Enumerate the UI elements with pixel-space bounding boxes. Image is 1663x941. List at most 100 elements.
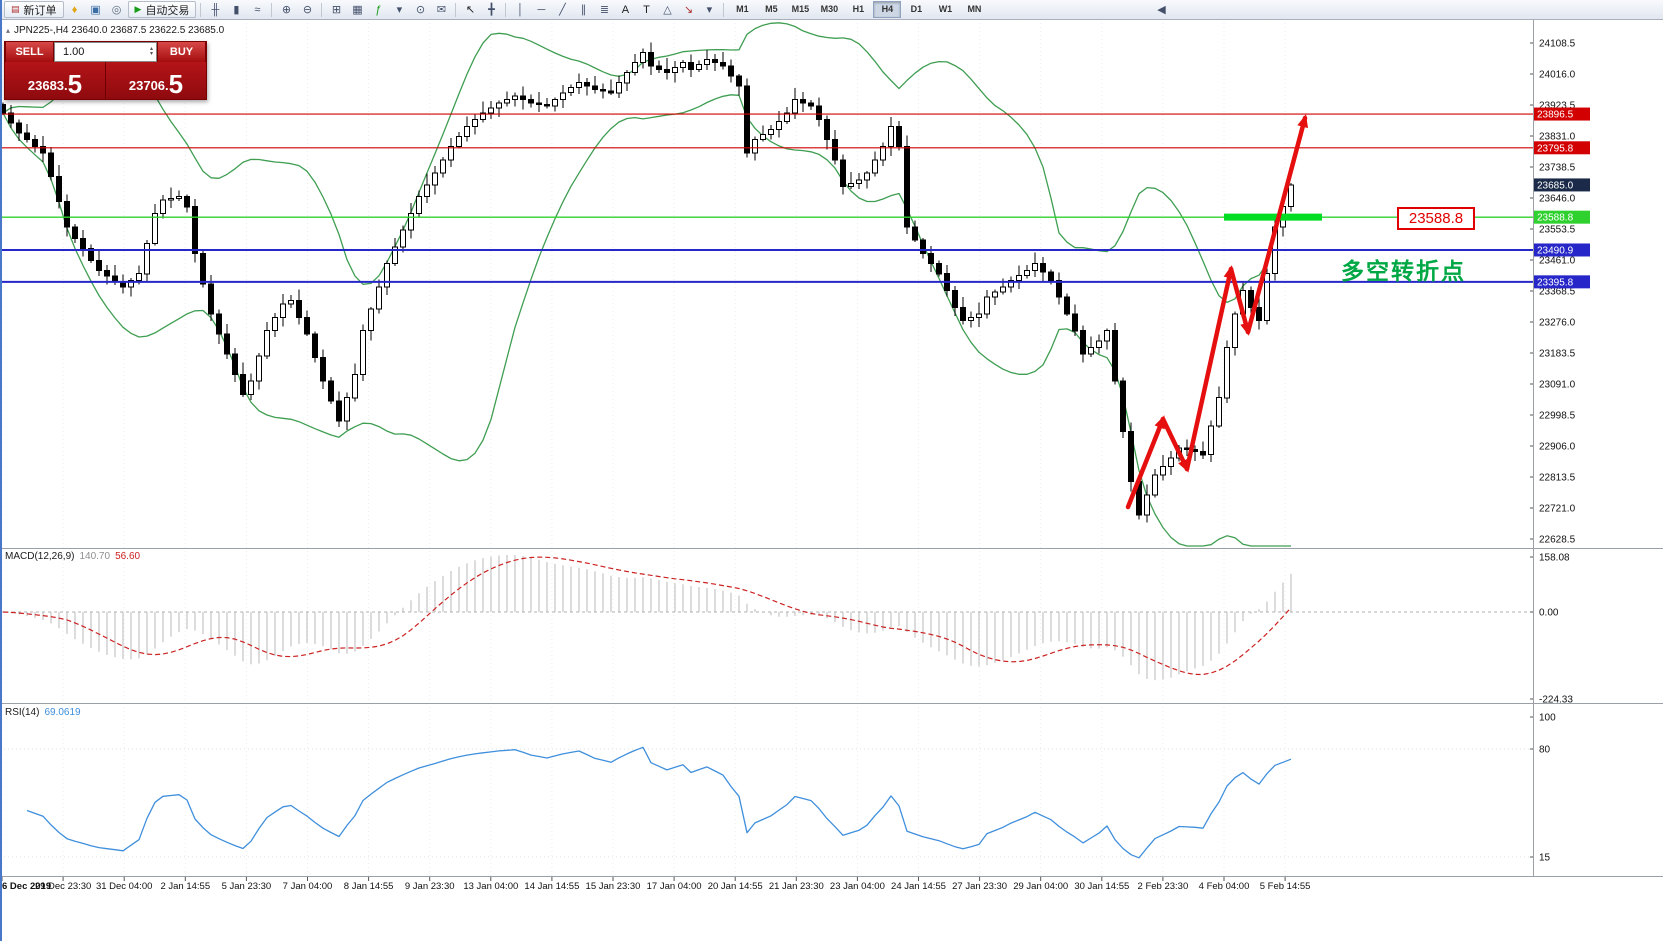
sell-price-main: 23683. bbox=[27, 78, 68, 93]
price-axis: 24108.5 24016.0 23923.5 23831.0 23738.5 23646… bbox=[0, 19, 1663, 877]
svg-text:29 Dec 23:30: 29 Dec 23:30 bbox=[35, 881, 92, 892]
one-click-trading-panel: SELL 1.00 ▴ ▾ BUY 23683. 5 23706. 5 bbox=[4, 41, 207, 100]
svg-text:23461.0: 23461.0 bbox=[1539, 256, 1576, 267]
svg-text:22998.5: 22998.5 bbox=[1539, 411, 1576, 422]
svg-text:23738.5: 23738.5 bbox=[1539, 163, 1576, 174]
svg-text:31 Dec 04:00: 31 Dec 04:00 bbox=[96, 881, 153, 892]
arrows-tool-icon[interactable]: ↘ bbox=[683, 4, 694, 16]
timeframe-d1[interactable]: D1 bbox=[910, 4, 923, 14]
svg-text:27 Jan 23:30: 27 Jan 23:30 bbox=[952, 881, 1007, 892]
volume-spinner[interactable]: ▴ ▾ bbox=[149, 46, 153, 57]
macd-main-value: 140.70 bbox=[79, 551, 111, 562]
svg-text:15: 15 bbox=[1539, 853, 1551, 864]
sell-price[interactable]: 23683. 5 bbox=[5, 62, 105, 99]
svg-text:23276.0: 23276.0 bbox=[1539, 318, 1576, 329]
rsi-value: 69.0619 bbox=[44, 707, 81, 718]
toolbar: ▤ 新订单 ♦ ▣ ◎ ▶ 自动交易 ╫ ▮ ≈ ⊕ ⊖ ⊞ ▦ ƒ ▾ ⊙ ✉ ↖ ╋ │ ─ ╱ ∥ ≣ A T △ ↘ ▾ M1 M5 M… bbox=[0, 0, 1663, 20]
fibonacci-icon[interactable]: ≣ bbox=[599, 4, 610, 16]
toolbar-separator bbox=[321, 2, 323, 17]
svg-text:23368.5: 23368.5 bbox=[1539, 287, 1576, 298]
window-frame-edge bbox=[0, 0, 2, 941]
horizontal-line-icon[interactable]: ─ bbox=[537, 3, 546, 16]
auto-arrange-icon[interactable]: ▦ bbox=[352, 4, 363, 16]
zoom-out-icon[interactable]: ⊖ bbox=[302, 4, 313, 16]
timeframe-m30[interactable]: M30 bbox=[820, 4, 839, 14]
svg-text:23896.5: 23896.5 bbox=[1537, 110, 1574, 121]
svg-text:6 Dec 2019: 6 Dec 2019 bbox=[2, 881, 51, 892]
navigator-icon[interactable]: ◎ bbox=[111, 4, 122, 16]
line-chart-icon[interactable]: ≈ bbox=[254, 3, 261, 16]
trendline-icon[interactable]: ╱ bbox=[559, 4, 566, 16]
svg-text:23923.5: 23923.5 bbox=[1539, 101, 1576, 112]
toolbar-separator bbox=[455, 2, 457, 17]
spinner-down-icon[interactable]: ▾ bbox=[149, 51, 153, 57]
timeframe-mn[interactable]: MN bbox=[967, 4, 982, 14]
price-callout-label: 23588.8 bbox=[1397, 207, 1475, 230]
speaker-icon[interactable]: ◀ bbox=[1157, 4, 1166, 16]
svg-text:20 Jan 14:55: 20 Jan 14:55 bbox=[708, 881, 763, 892]
toolbar-separator bbox=[200, 2, 202, 17]
timeframe-h4[interactable]: H4 bbox=[873, 1, 902, 18]
grid-lines bbox=[1, 19, 1286, 876]
buy-button[interactable]: BUY bbox=[157, 42, 206, 62]
candlestick-chart-icon[interactable]: ▮ bbox=[233, 4, 240, 16]
vertical-line-icon[interactable]: │ bbox=[517, 3, 524, 16]
period-icon[interactable]: ⊙ bbox=[415, 4, 426, 16]
shapes-icon[interactable]: △ bbox=[663, 4, 672, 16]
text-icon[interactable]: A bbox=[621, 3, 630, 16]
svg-text:14 Jan 14:55: 14 Jan 14:55 bbox=[524, 881, 579, 892]
svg-text:100: 100 bbox=[1539, 713, 1556, 724]
timeframe-h1[interactable]: H1 bbox=[852, 4, 865, 14]
svg-text:0.00: 0.00 bbox=[1539, 608, 1559, 619]
buy-price-main: 23706. bbox=[128, 78, 169, 93]
timeframe-m15[interactable]: M15 bbox=[791, 4, 810, 14]
tile-windows-icon[interactable]: ⊞ bbox=[331, 4, 342, 16]
svg-text:29 Jan 04:00: 29 Jan 04:00 bbox=[1013, 881, 1068, 892]
auto-trading-button[interactable]: ▶ 自动交易 bbox=[127, 1, 197, 18]
terminal-icon[interactable]: ▣ bbox=[90, 4, 101, 16]
trend-arrows bbox=[1125, 114, 1308, 510]
svg-text:23395.8: 23395.8 bbox=[1537, 277, 1574, 288]
timeframe-m1[interactable]: M1 bbox=[736, 4, 749, 14]
svg-text:23795.8: 23795.8 bbox=[1537, 143, 1574, 154]
volume-input[interactable]: 1.00 ▴ ▾ bbox=[54, 42, 157, 62]
mail-icon[interactable]: ✉ bbox=[436, 4, 447, 16]
label-icon[interactable]: T bbox=[643, 3, 650, 16]
svg-text:23490.9: 23490.9 bbox=[1537, 245, 1574, 256]
macd-panel: 158.08 0.00 -224.33 bbox=[0, 553, 1573, 706]
crosshair-icon[interactable]: ╋ bbox=[488, 4, 495, 16]
svg-text:2 Feb 23:30: 2 Feb 23:30 bbox=[1138, 881, 1189, 892]
svg-text:158.08: 158.08 bbox=[1539, 553, 1570, 564]
zoom-in-icon[interactable]: ⊕ bbox=[281, 4, 292, 16]
indicators-icon[interactable]: ƒ bbox=[375, 3, 382, 16]
new-order-button-icon: ▤ bbox=[11, 4, 20, 14]
indicators-dropdown-icon[interactable]: ▾ bbox=[396, 4, 403, 16]
macd-name: MACD(12,26,9) bbox=[5, 551, 75, 562]
svg-text:23 Jan 04:00: 23 Jan 04:00 bbox=[830, 881, 885, 892]
svg-text:23685.0: 23685.0 bbox=[1537, 180, 1574, 191]
cursor-icon[interactable]: ↖ bbox=[465, 4, 476, 16]
new-order-button[interactable]: ▤ 新订单 bbox=[4, 1, 64, 18]
turning-point-note: 多空转折点 bbox=[1341, 258, 1466, 284]
timeframe-w1[interactable]: W1 bbox=[938, 4, 953, 14]
toolbar-separator bbox=[505, 2, 507, 17]
timeframe-m5[interactable]: M5 bbox=[765, 4, 778, 14]
more-tools-dropdown-icon[interactable]: ▾ bbox=[706, 4, 713, 16]
toolbar-separator bbox=[271, 2, 273, 17]
svg-text:22906.0: 22906.0 bbox=[1539, 442, 1576, 453]
buy-price[interactable]: 23706. 5 bbox=[105, 62, 206, 99]
svg-text:-224.33: -224.33 bbox=[1539, 695, 1573, 706]
auto-trading-button-icon: ▶ bbox=[134, 4, 142, 14]
sell-button[interactable]: SELL bbox=[5, 42, 54, 62]
svg-text:24016.0: 24016.0 bbox=[1539, 70, 1576, 81]
quick-trade-icon[interactable]: ♦ bbox=[71, 3, 78, 16]
bar-chart-icon[interactable]: ╫ bbox=[211, 3, 220, 16]
spinner-up-icon[interactable]: ▴ bbox=[149, 46, 153, 52]
svg-text:22628.5: 22628.5 bbox=[1539, 535, 1576, 546]
channel-icon[interactable]: ∥ bbox=[580, 4, 587, 16]
svg-text:22813.5: 22813.5 bbox=[1539, 473, 1576, 484]
bollinger-bands bbox=[2, 22, 1292, 547]
symbol-ohlc-header: ▴ JPN225-,H4 23640.0 23687.5 23622.5 236… bbox=[6, 25, 224, 36]
svg-text:2 Jan 14:55: 2 Jan 14:55 bbox=[160, 881, 210, 892]
